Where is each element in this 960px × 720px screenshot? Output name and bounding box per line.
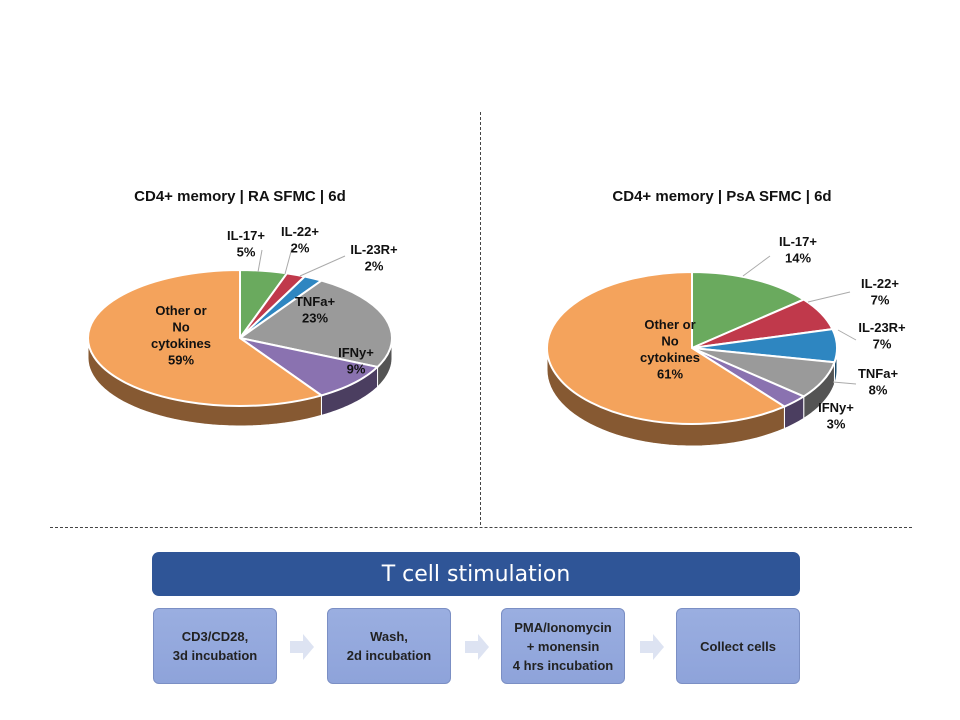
horizontal-divider xyxy=(50,527,912,528)
step-text: 3d incubation xyxy=(172,648,258,663)
slice-value-label: 2% xyxy=(291,241,310,256)
leader-line xyxy=(832,381,857,385)
slice-value-label: 23% xyxy=(302,311,328,326)
slice-name-label: Other or xyxy=(155,303,206,318)
leader-line xyxy=(284,247,293,275)
slice-name-label: TNFa+ xyxy=(295,294,336,309)
leader-line xyxy=(299,255,346,277)
vertical-divider xyxy=(480,112,481,525)
chart-title-psa: CD4+ memory | PsA SFMC | 6d xyxy=(612,188,832,205)
slice-name-label: cytokines xyxy=(640,350,700,365)
slice-value-label: 9% xyxy=(347,362,366,377)
slice-value-label: 2% xyxy=(365,259,384,274)
pie-ra: IL-17+ 5% IL-22+ 2% IL-23R+ 2% TNFa+ 23% IFNy+ 9%… xyxy=(87,224,398,427)
chart-title-ra: CD4+ memory | RA SFMC | 6d xyxy=(134,188,346,205)
flow-step-4: Collect cells xyxy=(676,608,800,684)
slice-name-label: IL-17+ xyxy=(779,234,817,249)
slice-name-label: cytokines xyxy=(151,336,211,351)
step-text: PMA/Ionomycin xyxy=(514,619,612,635)
step-text: CD3/CD28, xyxy=(181,629,249,644)
flow-step-1: CD3/CD28, 3d incubation xyxy=(153,608,277,684)
slice-name-label: IFNy+ xyxy=(338,345,374,360)
slice-name-label: TNFa+ xyxy=(858,366,899,381)
slice-value-label: 14% xyxy=(785,251,811,266)
leader-line xyxy=(257,249,263,273)
slice-value-label: 61% xyxy=(657,367,683,382)
flow-step-3: PMA/Ionomycin + monensin 4 hrs incubatio… xyxy=(501,608,625,684)
step-text: Collect cells xyxy=(700,638,776,654)
slice-value-label: 3% xyxy=(827,417,846,432)
slice-value-label: 8% xyxy=(869,383,888,398)
slice-value-label: 5% xyxy=(237,245,256,260)
flow-banner: T cell stimulation xyxy=(152,552,800,596)
step-text: 2d incubation xyxy=(346,648,432,663)
slice-name-label: No xyxy=(661,334,678,349)
step-text: 4 hrs incubation xyxy=(512,657,614,673)
slice-name-label: IL-23R+ xyxy=(858,320,906,335)
pie-psa: IL-17+ 14% IL-22+ 7% IL-23R+ 7% TNFa+ 8% IFNy+ 3%… xyxy=(546,234,906,447)
slice-value-label: 59% xyxy=(168,353,194,368)
flow-step-2: Wash, 2d incubation xyxy=(327,608,451,684)
leader-line xyxy=(807,291,851,303)
slice-value-label: 7% xyxy=(873,337,892,352)
slice-name-label: Other or xyxy=(644,317,695,332)
leader-line xyxy=(742,255,771,277)
step-text: + monensin xyxy=(526,638,600,654)
slice-name-label: No xyxy=(172,320,189,335)
slice-value-label: 7% xyxy=(871,293,890,308)
pie-slice xyxy=(87,268,324,407)
pie-charts: IL-17+ 5% IL-22+ 2% IL-23R+ 2% TNFa+ 23% IFNy+ 9%… xyxy=(87,224,906,447)
slice-name-label: IL-22+ xyxy=(281,224,319,239)
slice-name-label: IFNy+ xyxy=(818,400,854,415)
step-text: Wash, xyxy=(370,629,408,644)
pie-slice xyxy=(546,270,787,425)
pie-slice xyxy=(691,270,806,350)
slice-name-label: IL-22+ xyxy=(861,276,899,291)
slice-name-label: IL-17+ xyxy=(227,228,265,243)
slice-name-label: IL-23R+ xyxy=(350,242,398,257)
leader-line xyxy=(837,329,857,341)
pie-slice xyxy=(239,337,380,397)
